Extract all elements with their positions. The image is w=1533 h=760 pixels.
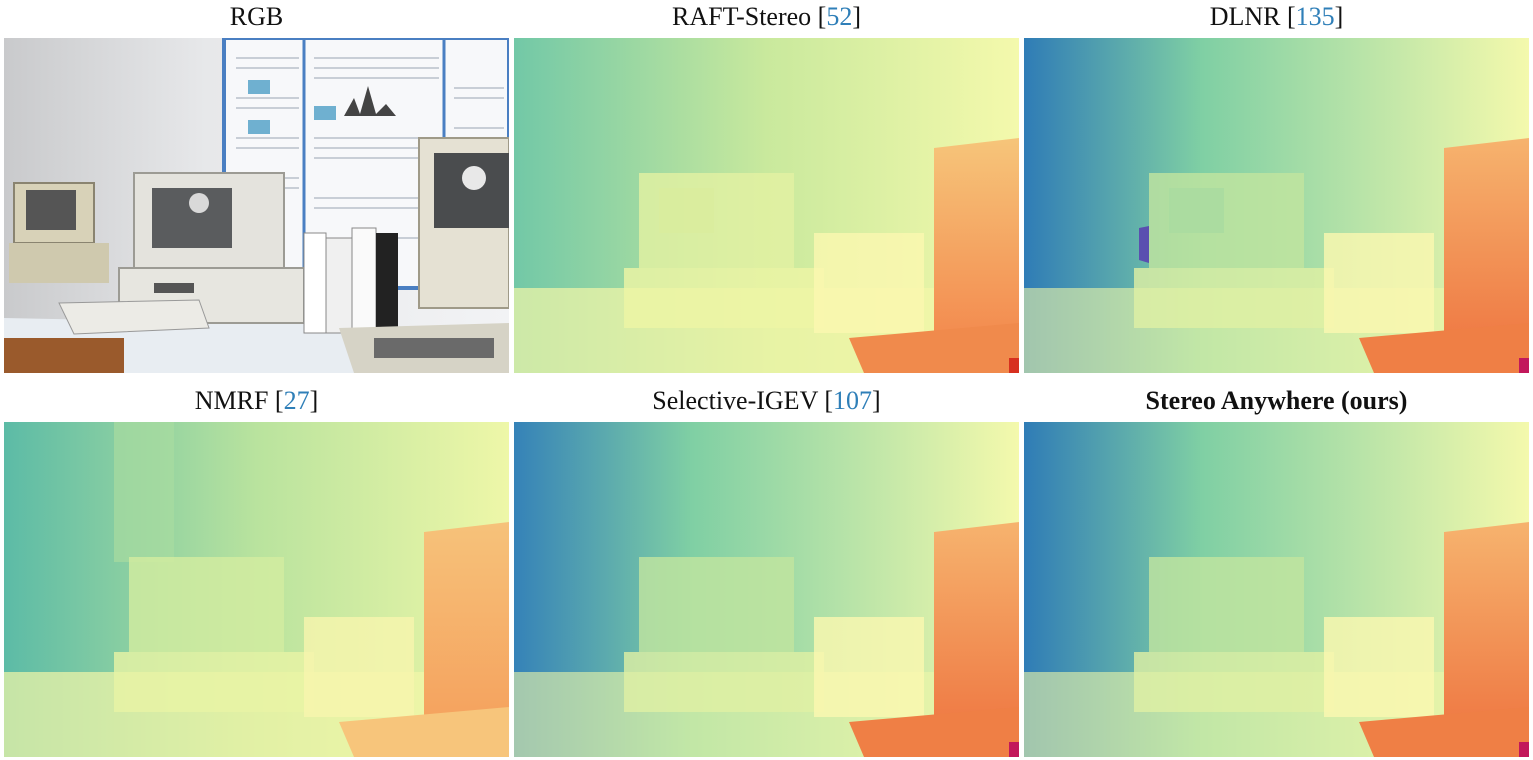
title-text: DLNR [ [1209,2,1296,31]
panel-title: RGB [4,2,509,32]
title-text: RAFT-Stereo [ [672,2,827,31]
panel-title: Stereo Anywhere (ours) [1024,386,1529,416]
citation-link[interactable]: 135 [1295,2,1335,31]
title-text: Selective-IGEV [ [652,386,834,415]
panel-title: DLNR [135] [1209,2,1344,31]
panel-title: Selective-IGEV [107] [652,386,881,415]
citation-link[interactable]: 27 [283,386,310,415]
rgb-photo [4,38,509,373]
title-text: NMRF [ [194,386,284,415]
citation-link[interactable]: 52 [826,2,853,31]
panel-title: NMRF [27] [194,386,319,415]
panel-title: RAFT-Stereo [52] [672,2,861,31]
disparity-map [1024,38,1529,373]
disparity-map [514,38,1019,373]
disparity-map [4,422,509,757]
title-text: Stereo Anywhere (ours) [1145,386,1408,415]
disparity-map [1024,422,1529,757]
citation-link[interactable]: 107 [833,386,873,415]
disparity-map [514,422,1019,757]
title-text: RGB [229,2,284,31]
